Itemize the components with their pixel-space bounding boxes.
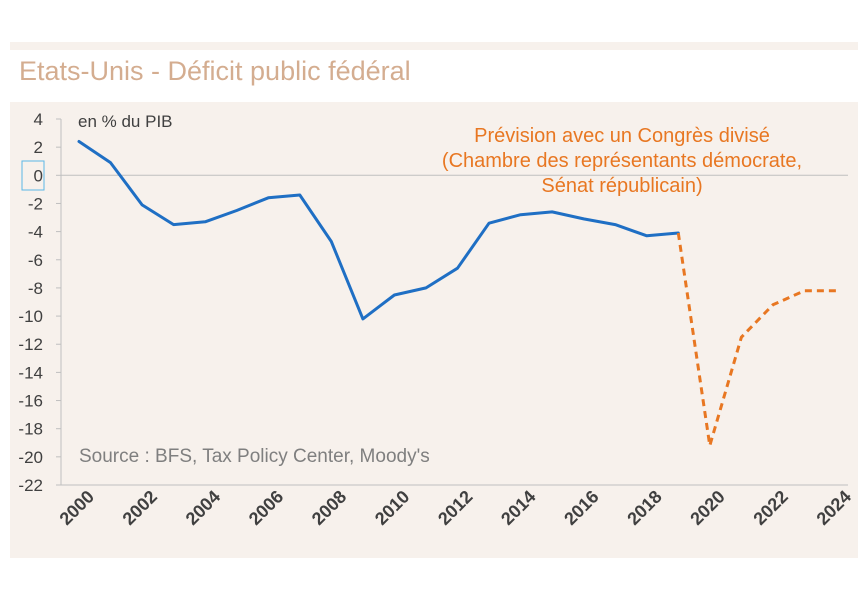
y-tick-label: -12	[18, 335, 43, 354]
y-tick-label: -2	[28, 194, 43, 213]
y-axis: 4 2 0 -2 -4 -6 -8 -10 -12 -14 -16 -18 -20 -22	[18, 110, 848, 495]
y-tick-label: -22	[18, 476, 43, 495]
chart-title: Etats-Unis - Déficit public fédéral	[19, 56, 411, 86]
top-band	[10, 42, 858, 50]
y-tick-label: -6	[28, 251, 43, 270]
plot-background	[10, 102, 858, 558]
y-tick-label: -18	[18, 420, 43, 439]
zero-label-box	[21, 160, 45, 191]
y-tick-label: -16	[18, 392, 43, 411]
forecast-annotation-line1: Prévision avec un Congrès divisé	[474, 125, 770, 147]
y-tick-label: 4	[34, 110, 43, 129]
y-tick-label: 2	[34, 138, 43, 157]
y-tick-label: -14	[18, 363, 43, 382]
y-tick-label: -8	[28, 279, 43, 298]
y-tick-label: -20	[18, 448, 43, 467]
forecast-series-line	[676, 232, 836, 448]
y-axis-unit-label: en % du PIB	[78, 112, 173, 131]
y-tick-label: -4	[28, 223, 43, 242]
series-layer	[77, 140, 836, 448]
y-tick-label: -10	[18, 307, 43, 326]
actual-series-line	[77, 140, 680, 321]
y-tick-label: 0	[34, 166, 43, 185]
forecast-annotation-line2: (Chambre des représentants démocrate,	[442, 150, 802, 172]
forecast-annotation-line3: Sénat républicain)	[541, 175, 702, 197]
source-label: Source : BFS, Tax Policy Center, Moody's	[79, 446, 430, 467]
